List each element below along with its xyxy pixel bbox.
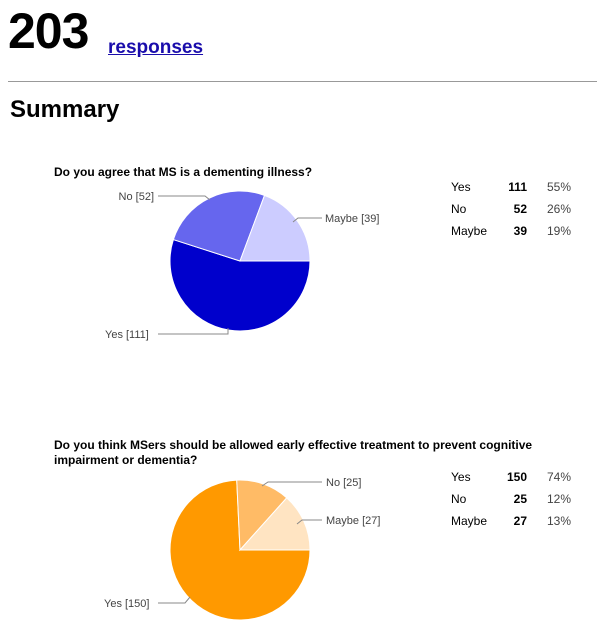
slice-label: Maybe [39] xyxy=(325,213,379,225)
leader-line xyxy=(292,217,322,223)
question-title: Do you think MSers should be allowed ear… xyxy=(54,438,533,467)
leader-line xyxy=(296,519,322,525)
slice-label: Yes [150] xyxy=(104,598,149,610)
answer-label: Maybe xyxy=(451,224,488,238)
answer-label: Maybe xyxy=(451,514,488,528)
table-row: Yes 111 55% xyxy=(451,176,571,198)
pie-slice-yes xyxy=(169,238,311,332)
answer-percent: 13% xyxy=(546,514,571,528)
leader-line xyxy=(261,481,322,487)
answer-count: 25 xyxy=(513,492,527,506)
answer-percent: 12% xyxy=(546,492,571,506)
answer-percent: 74% xyxy=(546,470,571,484)
table-row: Maybe 27 13% xyxy=(451,510,571,532)
leader-line xyxy=(158,195,211,201)
table-row: Maybe 39 19% xyxy=(451,220,571,242)
answer-label: Yes xyxy=(451,470,471,484)
answer-count: 52 xyxy=(513,202,527,216)
answer-label: Yes xyxy=(451,180,471,194)
answer-label: No xyxy=(451,492,467,506)
slice-label: Maybe [27] xyxy=(326,515,380,527)
answer-label: No xyxy=(451,202,467,216)
summary-heading: Summary xyxy=(10,96,120,123)
leader-line xyxy=(158,328,229,335)
responses-link[interactable]: responses xyxy=(108,37,204,58)
results-table: Yes 111 55% No 52 26% Maybe 39 19% xyxy=(451,176,571,242)
answer-percent: 26% xyxy=(546,202,571,216)
pie-slice-no xyxy=(172,190,266,262)
pie-slice-maybe xyxy=(239,194,311,262)
leader-line xyxy=(158,596,191,604)
divider xyxy=(8,81,597,82)
answer-count: 150 xyxy=(506,470,527,484)
table-row: Yes 150 74% xyxy=(451,466,571,488)
pie-slice-maybe xyxy=(238,497,311,551)
answer-percent: 55% xyxy=(546,180,571,194)
question-title: Do you agree that MS is a dementing illn… xyxy=(54,165,313,179)
table-row: No 52 26% xyxy=(451,198,571,220)
slice-label: No [25] xyxy=(326,477,361,489)
answer-count: 111 xyxy=(508,180,527,194)
slice-label: No [52] xyxy=(119,191,154,203)
table-row: No 25 12% xyxy=(451,488,571,510)
answer-count: 39 xyxy=(513,224,527,238)
answer-percent: 19% xyxy=(546,224,571,238)
results-table: Yes 150 74% No 25 12% Maybe 27 13% xyxy=(451,466,571,532)
slice-label: Yes [111] xyxy=(105,329,149,341)
answer-count: 27 xyxy=(513,514,527,528)
response-count: 203 xyxy=(8,3,89,59)
